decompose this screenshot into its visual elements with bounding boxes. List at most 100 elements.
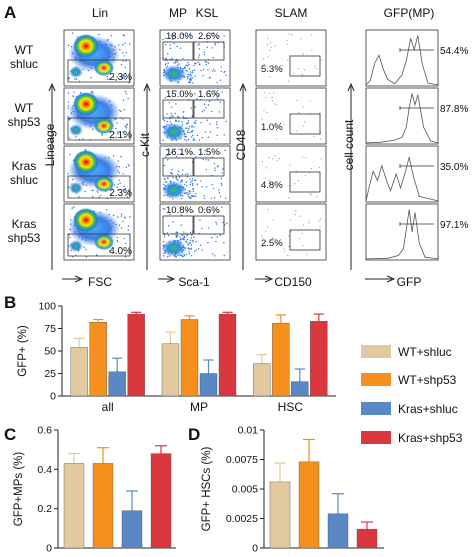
slam-gate-pct: 5.3% (261, 64, 283, 75)
panel-b-letter: B (4, 293, 16, 312)
slam-gate-pct: 2.5% (261, 238, 283, 249)
y-axis-title: GFP+ HSCs (%) (201, 447, 213, 532)
legend-swatch (361, 431, 391, 444)
bar (199, 373, 218, 397)
legend-swatch (361, 345, 391, 358)
mp-gate-pct: 18.0% (166, 31, 193, 42)
legend-swatch (361, 402, 391, 415)
slam-gate-pct: 4.8% (261, 180, 283, 191)
col-title-ksl: KSL (196, 6, 219, 20)
bar (108, 371, 126, 397)
col-title-slam: SLAM (275, 6, 308, 20)
ylabel-cell-count: cell count (342, 119, 356, 170)
ksl-gate-pct: 2.6% (198, 31, 220, 42)
xlabel-gfp: GFP (397, 275, 422, 289)
col-title-lin: Lin (92, 6, 108, 20)
legend-swatch (361, 373, 391, 386)
y-axis-title: GFP+MPs (%) (13, 452, 25, 527)
mp-ksl-plot: 16.1% 1.5% (159, 145, 231, 203)
lin-gate-pct: 2.3% (109, 72, 132, 83)
col-title-mp: MP (169, 6, 187, 20)
y-tick-label: 100 (38, 301, 56, 313)
gfp-histogram: 35.0% (365, 145, 468, 203)
x-tick-label: HSC (278, 400, 304, 414)
gfp-histogram: 87.8% (365, 87, 468, 145)
y-tick-label: 25 (44, 368, 56, 380)
ylabel-ckit: c-Kit (138, 132, 152, 157)
xlabel-sca1: Sca-1 (178, 275, 210, 289)
row-label-line1: Kras (12, 217, 37, 231)
y-tick-label: 0.01 (238, 425, 259, 437)
y-tick-label: 0.2 (37, 503, 52, 515)
row-label-line2: shluc (10, 57, 38, 71)
col-title-gfp: GFP(MP) (384, 6, 435, 20)
gfp-gate-pct: 87.8% (440, 104, 468, 115)
ksl-gate-pct: 1.5% (198, 147, 220, 158)
panel-a: A Lin MP KSL SLAM GFP(MP) WTshlucWTshp53… (4, 3, 468, 289)
y-tick-label: 75 (44, 323, 56, 335)
lin-gate-pct: 4.0% (109, 246, 132, 257)
row-label-line2: shluc (10, 173, 38, 187)
panel-a-letter: A (4, 3, 16, 22)
bar (327, 513, 349, 549)
y-tick-label: 0.4 (37, 464, 52, 476)
mp-ksl-plot: 15.0% 1.6% (159, 87, 231, 145)
y-tick-label: 0 (50, 391, 56, 403)
y-tick-label: 0.005 (232, 484, 258, 496)
bar (291, 381, 309, 397)
bar (272, 322, 290, 397)
panel-b: B 0 25 50 75 100 GFP+ (%) all MP HSC (4, 293, 336, 414)
row-label-line1: Kras (12, 159, 37, 173)
legend-label: WT+shluc (398, 345, 452, 359)
y-tick-label: 0 (252, 543, 258, 555)
y-tick-label: 0 (46, 543, 52, 555)
lin-gate-pct: 2.3% (109, 188, 132, 199)
bar (298, 461, 320, 549)
gfp-histogram: 97.1% (365, 203, 468, 261)
xlabel-cd150: CD150 (274, 275, 312, 289)
mp-gate-pct: 10.8% (166, 205, 193, 216)
ylabel-cd48: CD48 (234, 129, 248, 160)
legend-label: WT+shp53 (398, 373, 457, 387)
lin-gate-pct: 2.1% (109, 130, 132, 141)
bar (356, 528, 378, 549)
slam-gate-pct: 1.0% (261, 122, 283, 133)
gfp-gate-pct: 35.0% (440, 162, 468, 173)
bar (150, 453, 172, 549)
bar (218, 313, 237, 397)
bar (269, 481, 291, 549)
y-tick-label: 0.0025 (226, 513, 258, 525)
lin-plot: 2.3% (63, 29, 135, 87)
slam-plot: 1.0% (255, 87, 327, 145)
bar (310, 321, 328, 397)
bar (180, 319, 199, 397)
x-tick-label: MP (190, 400, 208, 414)
lin-plot: 2.1% (63, 87, 135, 145)
legend: WT+shluc WT+shp53 Kras+shluc Kras+shp53 (361, 345, 463, 445)
legend-label: Kras+shluc (398, 402, 458, 416)
xlabel-fsc: FSC (88, 275, 112, 289)
gfp-gate-pct: 54.4% (440, 46, 468, 57)
x-tick-label: all (102, 400, 114, 414)
y-tick-label: 0.6 (37, 425, 52, 437)
legend-label: Kras+shp53 (398, 431, 463, 445)
gfp-histogram: 54.4% (365, 29, 468, 87)
mp-ksl-plot: 10.8% 0.6% (159, 203, 231, 261)
slam-plot: 5.3% (255, 29, 327, 87)
ksl-gate-pct: 1.6% (198, 89, 220, 100)
panel-d-letter: D (188, 425, 200, 444)
row-label-line1: WT (15, 101, 34, 115)
y-tick-label: 50 (44, 346, 56, 358)
bar (127, 313, 145, 397)
mp-ksl-plot: 18.0% 2.6% (159, 29, 231, 87)
row-label-line2: shp53 (8, 115, 41, 129)
row-label-line1: WT (15, 43, 34, 57)
panel-d: D 0 0.0025 0.005 0.0075 0.01 GFP+ HSCs (%) (188, 425, 384, 555)
panel-c-letter: C (4, 425, 16, 444)
lin-plot: 4.0% (63, 203, 135, 261)
bar (161, 343, 180, 397)
row-label-line2: shp53 (8, 231, 41, 245)
mp-gate-pct: 15.0% (166, 89, 193, 100)
